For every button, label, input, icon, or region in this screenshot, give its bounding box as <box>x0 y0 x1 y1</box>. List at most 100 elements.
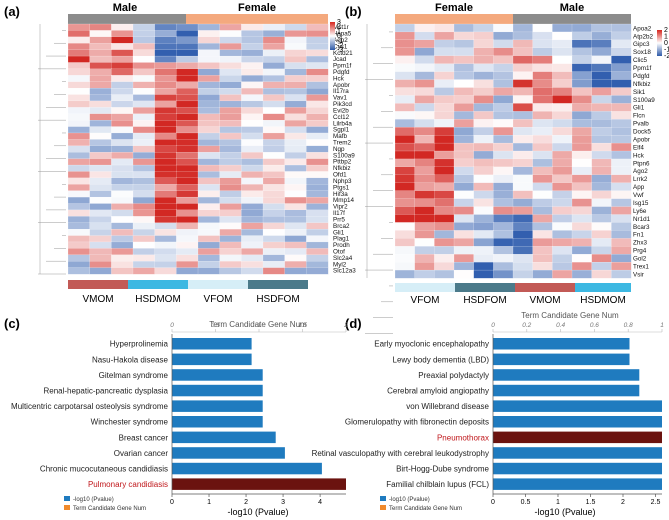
heatmap-cell <box>493 23 514 33</box>
gene-label: Ly6e <box>633 208 647 215</box>
heatmap-cell <box>414 182 435 192</box>
heatmap-cell <box>197 62 221 70</box>
heatmap-cell <box>67 164 91 172</box>
heatmap-cell <box>176 87 199 95</box>
heatmap-cell <box>284 261 307 268</box>
heatmap-cell <box>241 261 264 268</box>
heatmap-cell <box>453 198 475 207</box>
heatmap-cell <box>394 119 416 128</box>
heatmap-cell <box>512 39 534 49</box>
heatmap-cell <box>262 203 286 211</box>
x-tick-label: 1.5 <box>586 499 596 506</box>
heatmap-cell <box>306 100 329 108</box>
heatmap-cell <box>176 254 199 262</box>
heatmap-cell <box>67 75 91 83</box>
bar <box>493 384 640 397</box>
heatmap-cell <box>284 152 307 160</box>
heatmap-cell <box>306 126 329 134</box>
heatmap-cell <box>571 150 593 160</box>
heatmap-cell <box>284 23 307 31</box>
heatmap-cell <box>154 184 177 192</box>
heatmap-cell <box>197 229 221 236</box>
gene-label: Hck <box>333 75 345 82</box>
heatmap-cell <box>512 206 534 215</box>
heatmap-cell <box>611 55 632 65</box>
heatmap-cell <box>154 261 177 268</box>
heatmap-cell <box>552 222 573 231</box>
heatmap-cell <box>111 164 134 172</box>
heatmap-cell <box>532 230 553 239</box>
heatmap-cell <box>219 23 242 31</box>
heatmap-cell <box>414 95 435 104</box>
heatmap-cell <box>473 63 494 73</box>
heatmap-cell <box>306 261 329 268</box>
heatmap-cell <box>473 111 494 120</box>
heatmap-cell <box>241 203 264 211</box>
heatmap-cell <box>434 230 455 239</box>
heatmap-cell <box>512 142 534 152</box>
heatmap-cell <box>306 132 329 140</box>
heatmap-cell <box>571 111 593 120</box>
heatmap-cell <box>284 196 307 204</box>
heatmap-cell <box>414 127 435 136</box>
category-label: Pneumothorax <box>437 433 489 442</box>
heatmap-cell <box>197 184 221 192</box>
heatmap-cell <box>219 55 242 63</box>
heatmap-cell <box>219 177 242 185</box>
category-label: von Willebrand disease <box>406 402 489 411</box>
heatmap-cell <box>512 174 534 184</box>
heatmap-cell <box>197 216 221 224</box>
heatmap-cell <box>493 190 514 200</box>
heatmap-cell <box>571 222 593 231</box>
heatmap-cell <box>132 55 156 63</box>
gene-label: Ago2 <box>333 37 348 44</box>
heatmap-cell <box>453 111 475 120</box>
heatmap-cell <box>154 132 177 140</box>
heatmap-cell <box>67 177 91 185</box>
heatmap-cell <box>414 103 435 112</box>
heatmap-cell <box>89 261 112 268</box>
heatmap-cell <box>434 142 455 152</box>
gene-label: Pvalb <box>633 121 649 128</box>
x-tick-label: 1 <box>207 499 211 506</box>
heatmap-cell <box>89 81 112 89</box>
heatmap-cell <box>532 47 553 57</box>
heatmap-cell <box>453 254 475 263</box>
heatmap-cell <box>154 87 177 95</box>
heatmap-cell <box>197 113 221 121</box>
gene-label: Clic5 <box>633 57 647 64</box>
heatmap-cell <box>306 81 329 89</box>
gene-label: Zhx3 <box>633 240 647 247</box>
heatmap-cell <box>532 158 553 168</box>
heatmap-cell <box>552 63 573 73</box>
heatmap-cell <box>434 79 455 88</box>
heatmap-cell <box>493 63 514 73</box>
heatmap-cell <box>532 135 553 144</box>
gene-label: Gol2 <box>633 256 647 263</box>
heatmap-cell <box>532 119 553 128</box>
heatmap-cell <box>197 107 221 115</box>
heatmap-cell <box>611 23 632 33</box>
heatmap-cell <box>219 87 242 95</box>
heatmap-cell <box>262 209 286 217</box>
heatmap-cell <box>571 63 593 73</box>
heatmap-cell <box>493 47 514 57</box>
heatmap-cell <box>262 254 286 262</box>
heatmap-cell <box>262 145 286 153</box>
heatmap-cell <box>176 100 199 108</box>
heatmap-cell <box>67 267 91 275</box>
heatmap-a: Male Female Mst1rHspa5Ago2Cys1Kctd21Jcad… <box>38 2 356 305</box>
heatmap-cell <box>197 94 221 102</box>
heatmap-cell <box>67 87 91 95</box>
heatmap-cell <box>89 94 112 102</box>
heatmap-cell <box>473 214 494 223</box>
gene-label: Vav1 <box>333 95 347 102</box>
heatmap-cell <box>241 62 264 70</box>
heatmap-cell <box>414 230 435 239</box>
heatmap-cell <box>89 248 112 256</box>
heatmap-cell <box>571 254 593 263</box>
heatmap-cells-a <box>38 23 329 275</box>
heatmap-cell <box>219 235 242 243</box>
heatmap-cell <box>284 126 307 134</box>
category-label: Ovarian cancer <box>114 449 169 458</box>
